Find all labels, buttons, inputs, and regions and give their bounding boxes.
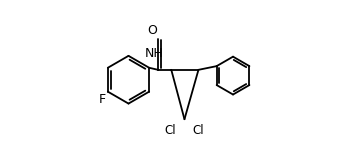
Text: O: O	[147, 24, 157, 37]
Text: NH: NH	[145, 47, 164, 60]
Text: Cl: Cl	[193, 124, 204, 137]
Text: F: F	[99, 93, 106, 106]
Text: Cl: Cl	[165, 124, 176, 137]
